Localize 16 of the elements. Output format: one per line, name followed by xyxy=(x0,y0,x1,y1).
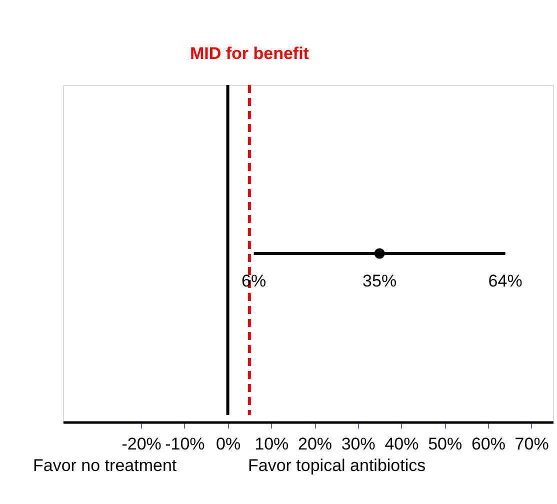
text: Favor topical antibiotics xyxy=(248,456,426,475)
text: Favor no treatment xyxy=(33,456,177,475)
x-tick-label: 20% xyxy=(298,434,332,454)
x-tick-label: 50% xyxy=(428,434,462,454)
x-tick-label: 40% xyxy=(384,434,419,454)
x-tick-label: -20% xyxy=(122,434,162,454)
ref-line-label: MID for benefit xyxy=(190,44,310,63)
x-tick-label: 70% xyxy=(514,434,549,454)
x-tick-label: 30% xyxy=(341,434,376,454)
x-tick-label: 10% xyxy=(254,434,289,454)
x-tick-label: 60% xyxy=(471,434,506,454)
x-tick-label: -10% xyxy=(165,434,205,454)
x-tick-label: 0% xyxy=(216,434,241,454)
data-label: 35% xyxy=(362,272,397,290)
annotation: 64% xyxy=(488,272,522,290)
annotation: 6% xyxy=(242,272,266,290)
